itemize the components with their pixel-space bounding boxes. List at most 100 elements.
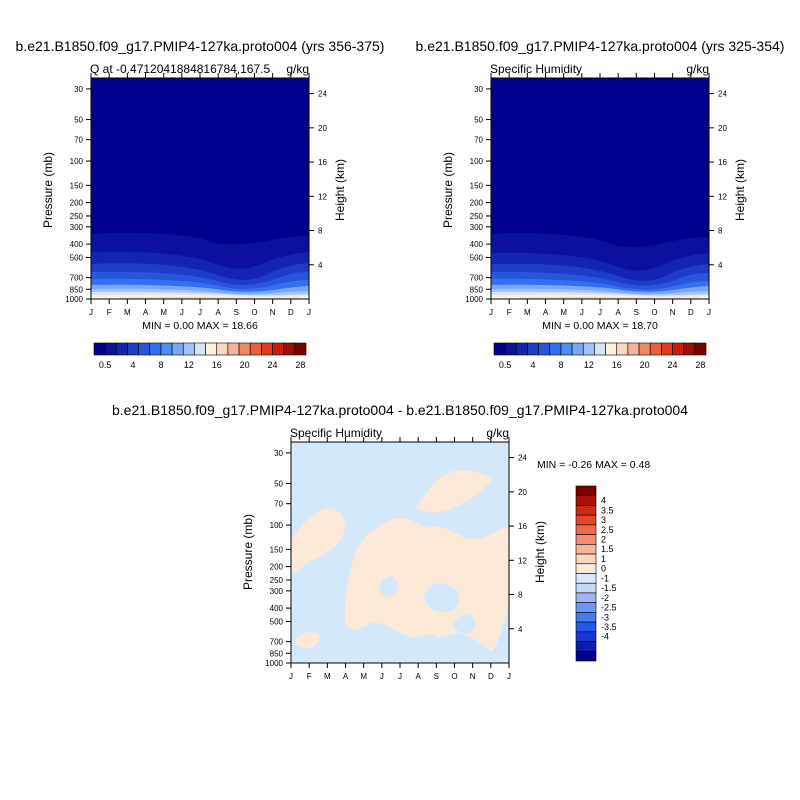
contour-band-10 bbox=[520, 296, 700, 299]
y-tick-label: 200 bbox=[270, 563, 284, 572]
colorbar-label: 0.5 bbox=[499, 360, 512, 370]
panel-1-right-label: Height (km) bbox=[333, 159, 347, 221]
x-tick-label: J bbox=[398, 672, 402, 681]
y-tick-label: 850 bbox=[270, 649, 284, 658]
right-tick-label: 4 bbox=[318, 261, 323, 270]
y-tick-label: 70 bbox=[274, 500, 283, 509]
colorbar-swatch bbox=[649, 342, 662, 356]
x-tick-label: M bbox=[124, 308, 131, 317]
colorbar-swatch bbox=[575, 573, 597, 584]
panel-1-y-label: Pressure (mb) bbox=[41, 152, 55, 228]
panel-3-right-string: g/kg bbox=[486, 426, 509, 440]
colorbar-label: 4 bbox=[601, 496, 606, 506]
right-tick-label: 16 bbox=[318, 158, 327, 167]
colorbar-swatch bbox=[694, 342, 707, 356]
panel-1: b.e21.B1850.f09_g17.PMIP4-127ka.proto004… bbox=[16, 38, 385, 370]
x-tick-label: M bbox=[324, 672, 331, 681]
x-tick-label: J bbox=[598, 308, 602, 317]
y-tick-label: 30 bbox=[474, 85, 483, 94]
colorbar-label: 1.5 bbox=[601, 544, 614, 554]
x-tick-label: M bbox=[360, 672, 367, 681]
colorbar-label: 28 bbox=[695, 360, 705, 370]
colorbar-swatch bbox=[672, 342, 684, 356]
panel-3-stats: MIN = -0.26 MAX = 0.48 bbox=[537, 459, 650, 471]
panel-1-left-string: Q at -0.4712041884816784,167.5 bbox=[90, 62, 270, 76]
y-tick-label: 150 bbox=[270, 545, 284, 554]
colorbar-swatch bbox=[93, 342, 106, 356]
right-tick-label: 4 bbox=[518, 625, 523, 634]
colorbar-swatch bbox=[194, 342, 206, 356]
panel-1-title: b.e21.B1850.f09_g17.PMIP4-127ka.proto004… bbox=[16, 38, 385, 54]
colorbar-swatch bbox=[238, 342, 251, 356]
colorbar-swatch bbox=[205, 342, 218, 356]
colorbar-swatch bbox=[127, 342, 139, 356]
colorbar-swatch bbox=[683, 342, 696, 356]
colorbar-label: -2.5 bbox=[601, 603, 617, 613]
x-tick-label: J bbox=[89, 308, 93, 317]
colorbar-swatch bbox=[549, 342, 562, 356]
colorbar-swatch bbox=[575, 514, 597, 526]
y-tick-label: 30 bbox=[74, 85, 83, 94]
colorbar-swatch bbox=[182, 342, 195, 356]
x-tick-label: M bbox=[160, 308, 167, 317]
x-tick-label: M bbox=[560, 308, 567, 317]
y-tick-label: 400 bbox=[270, 604, 284, 613]
colorbar-label: 3.5 bbox=[601, 505, 614, 515]
colorbar-swatch bbox=[160, 342, 173, 356]
y-tick-label: 850 bbox=[70, 285, 84, 294]
colorbar-label: 8 bbox=[558, 360, 563, 370]
right-tick-label: 16 bbox=[518, 522, 527, 531]
x-tick-label: F bbox=[107, 308, 112, 317]
y-tick-label: 100 bbox=[270, 521, 284, 530]
colorbar-label: 8 bbox=[158, 360, 163, 370]
panel-2-y-label: Pressure (mb) bbox=[441, 152, 455, 228]
panel-2-plot-area bbox=[491, 78, 709, 299]
x-tick-label: A bbox=[415, 672, 421, 681]
right-tick-label: 8 bbox=[718, 227, 723, 236]
panel-2-right-string: g/kg bbox=[686, 62, 709, 76]
colorbar-swatch bbox=[538, 342, 551, 356]
x-tick-label: N bbox=[470, 672, 476, 681]
x-tick-label: J bbox=[198, 308, 202, 317]
y-tick-label: 300 bbox=[470, 223, 484, 232]
y-tick-label: 1000 bbox=[65, 295, 83, 304]
panel-2-colorbar bbox=[493, 342, 707, 356]
y-tick-label: 300 bbox=[270, 587, 284, 596]
colorbar-label: 20 bbox=[640, 360, 650, 370]
x-tick-label: D bbox=[488, 672, 494, 681]
colorbar-swatch bbox=[582, 342, 595, 356]
y-tick-label: 500 bbox=[70, 253, 84, 262]
colorbar-label: 3 bbox=[601, 515, 606, 525]
colorbar-swatch bbox=[527, 342, 539, 356]
panel-2: b.e21.B1850.f09_g17.PMIP4-127ka.proto004… bbox=[416, 38, 785, 370]
colorbar-swatch bbox=[575, 621, 597, 633]
x-tick-label: J bbox=[380, 672, 384, 681]
y-tick-label: 70 bbox=[474, 136, 483, 145]
negative-region-center-b bbox=[379, 576, 398, 597]
panel-3-right-label: Height (km) bbox=[533, 521, 547, 583]
colorbar-swatch bbox=[575, 650, 597, 662]
right-tick-label: 8 bbox=[318, 227, 323, 236]
colorbar-label: 12 bbox=[184, 360, 194, 370]
panel-1-right-string: g/kg bbox=[286, 62, 309, 76]
panel-3-left-string: Specific Humidity bbox=[290, 426, 382, 440]
colorbar-swatch bbox=[272, 342, 284, 356]
y-tick-label: 250 bbox=[70, 212, 84, 221]
right-tick-label: 20 bbox=[518, 488, 527, 497]
right-tick-label: 16 bbox=[718, 158, 727, 167]
colorbar-label: -3.5 bbox=[601, 622, 617, 632]
colorbar-swatch bbox=[571, 342, 584, 356]
y-tick-label: 70 bbox=[74, 136, 83, 145]
y-tick-label: 150 bbox=[70, 181, 84, 190]
y-tick-label: 250 bbox=[270, 576, 284, 585]
colorbar-swatch bbox=[575, 602, 597, 613]
panel-3-y-label: Pressure (mb) bbox=[241, 514, 255, 590]
x-tick-label: A bbox=[343, 672, 349, 681]
colorbar-swatch bbox=[261, 342, 273, 356]
colorbar-label: 4 bbox=[131, 360, 136, 370]
right-tick-label: 12 bbox=[718, 192, 727, 201]
colorbar-label: 1 bbox=[601, 554, 606, 564]
